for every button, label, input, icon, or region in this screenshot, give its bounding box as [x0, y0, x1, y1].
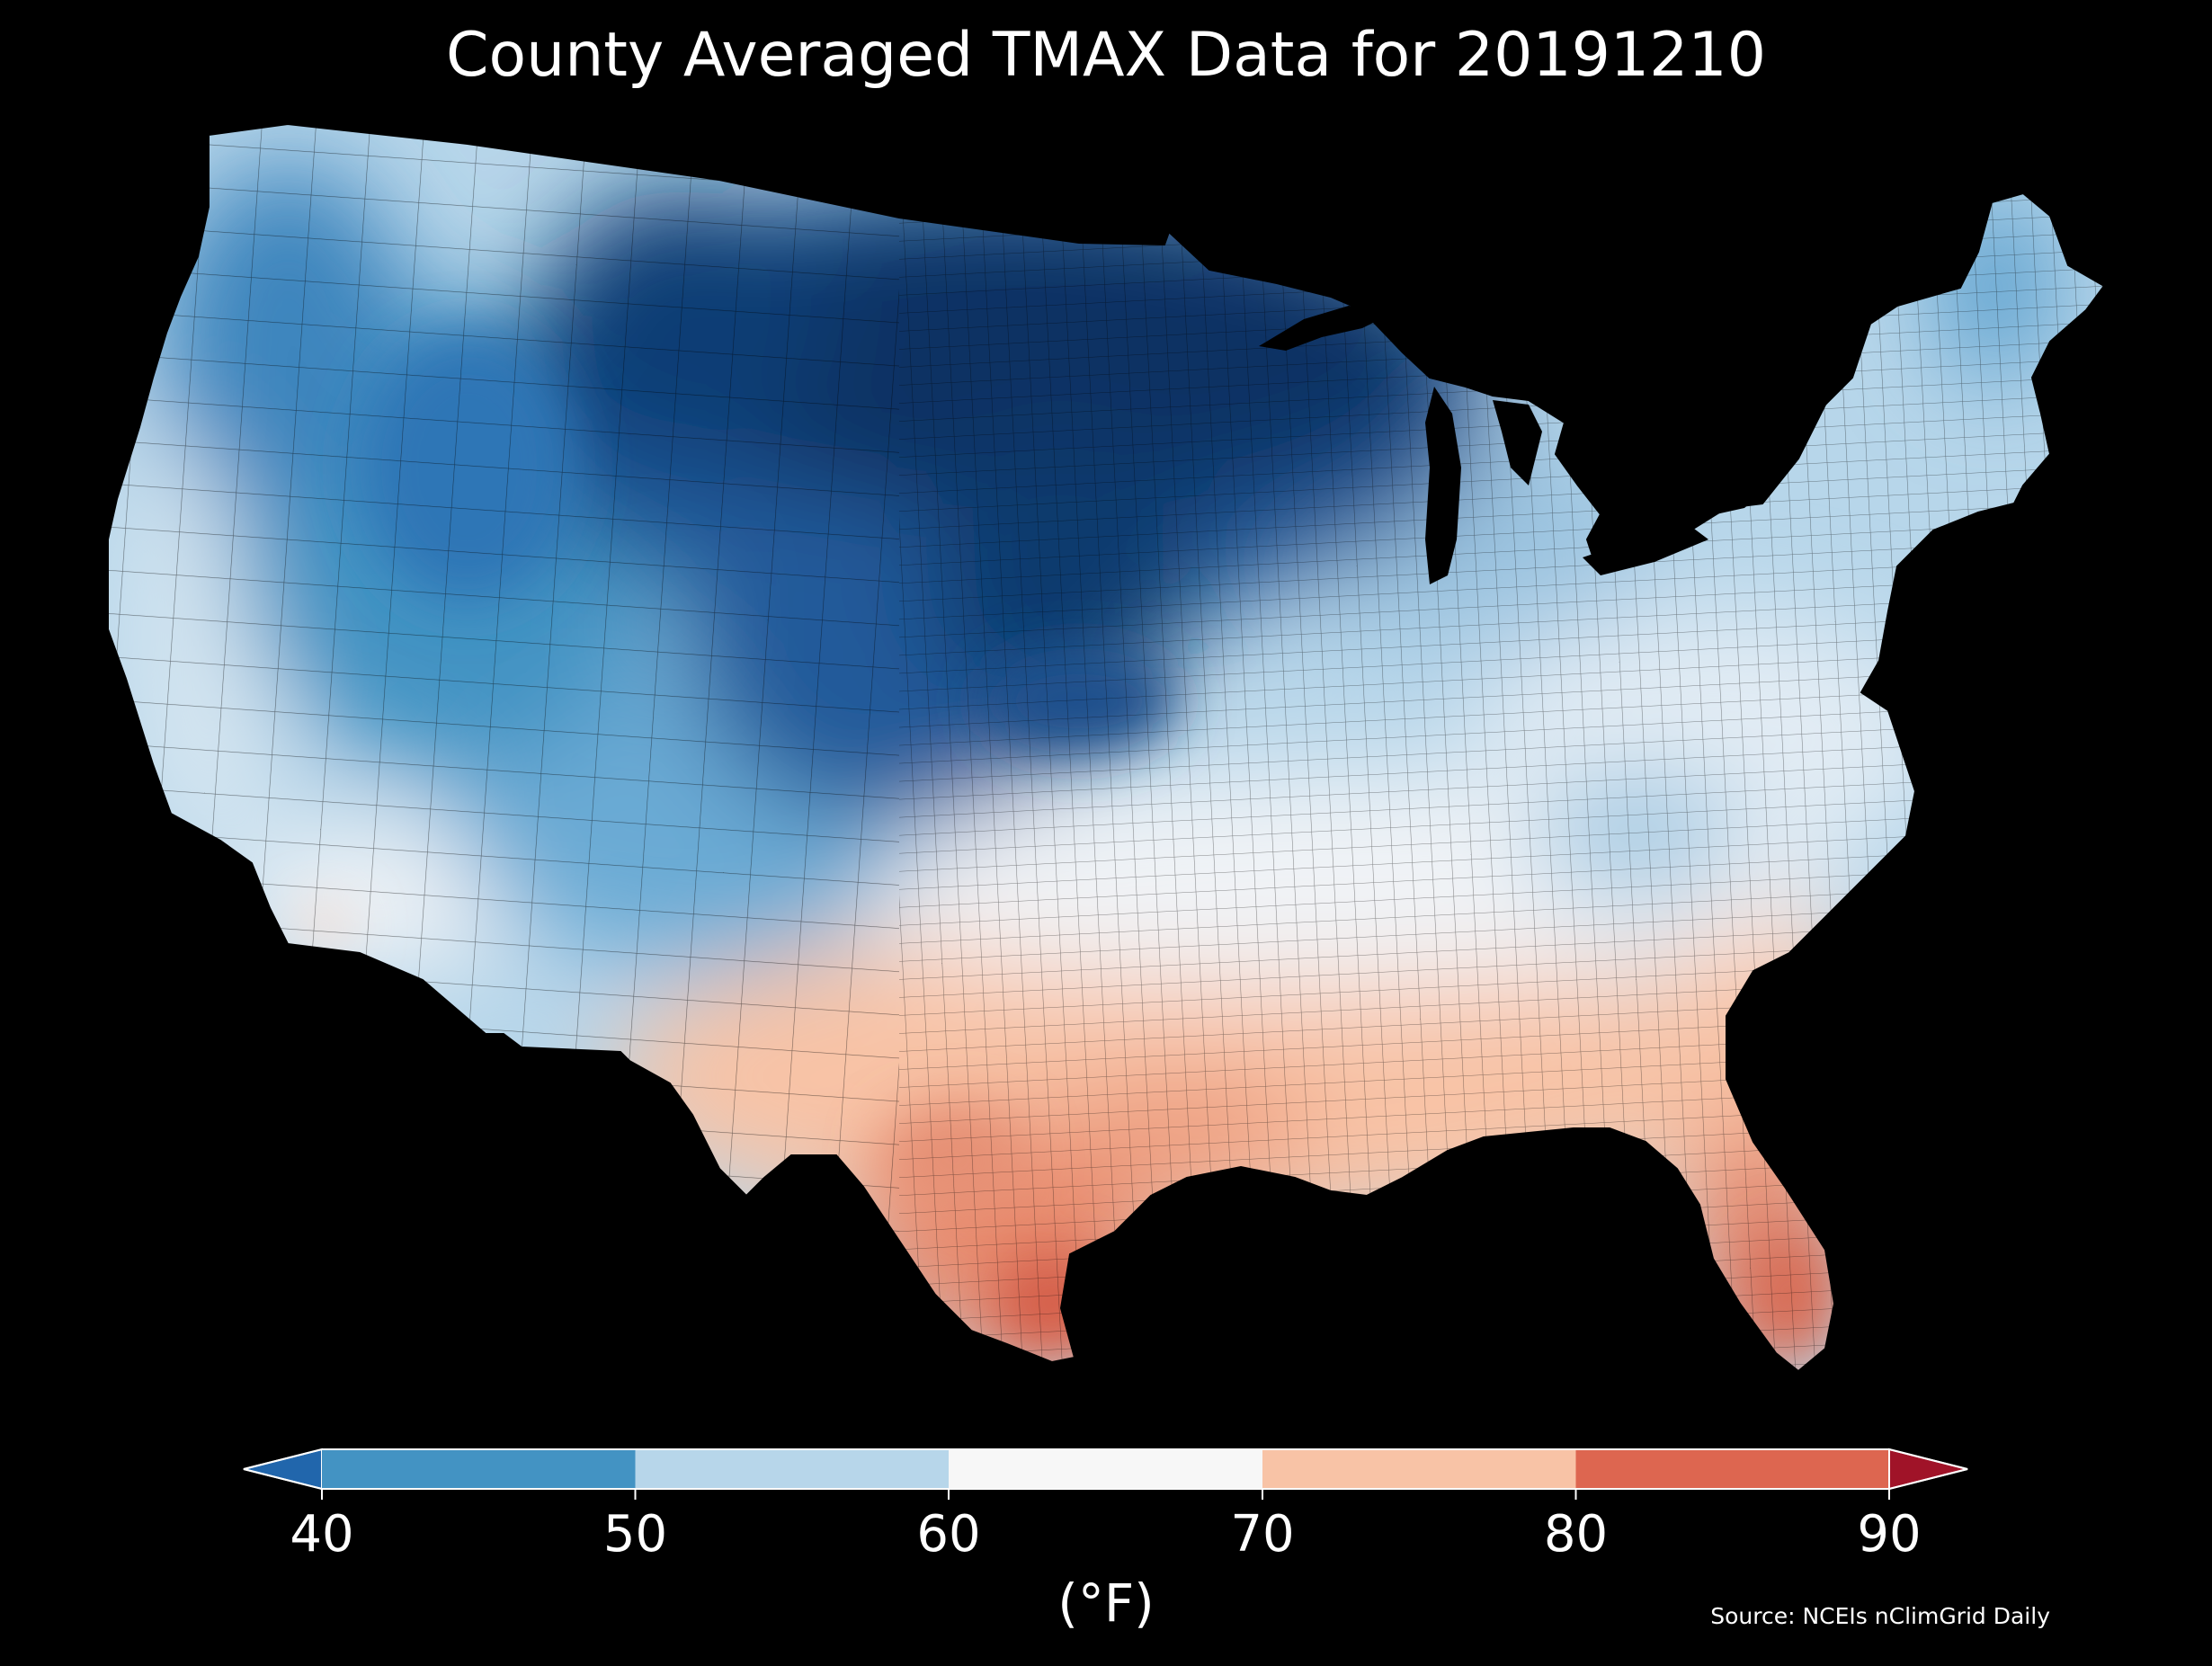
colorbar-bin-80-90	[1575, 1449, 1889, 1489]
colorbar-bin-50-60	[635, 1449, 949, 1489]
colorbar-tick-label: 70	[1230, 1505, 1295, 1564]
colorbar-bin-40-50	[322, 1449, 636, 1489]
colorbar-bin-60-70	[949, 1449, 1262, 1489]
colorbar-tick-label: 80	[1543, 1505, 1609, 1564]
colorbar-tick-label: 50	[602, 1505, 668, 1564]
colorbar-under-arrow	[243, 1448, 323, 1491]
colorbar-tick-label: 40	[290, 1505, 354, 1564]
source-note: Source: NCEIs nClimGrid Daily	[1710, 1603, 2050, 1629]
colorbar	[243, 1448, 1968, 1500]
great-lakes	[1259, 306, 1762, 584]
colorbar-bin-70-80	[1262, 1449, 1576, 1489]
colorbar-over-arrow	[1888, 1448, 1968, 1491]
colorbar-unit-label: (°F)	[1057, 1572, 1155, 1634]
colorbar-tick-label: 60	[916, 1505, 981, 1564]
page-title: County Averaged TMAX Data for 20191210	[446, 20, 1766, 91]
colorbar-tick-label: 90	[1857, 1505, 1922, 1564]
